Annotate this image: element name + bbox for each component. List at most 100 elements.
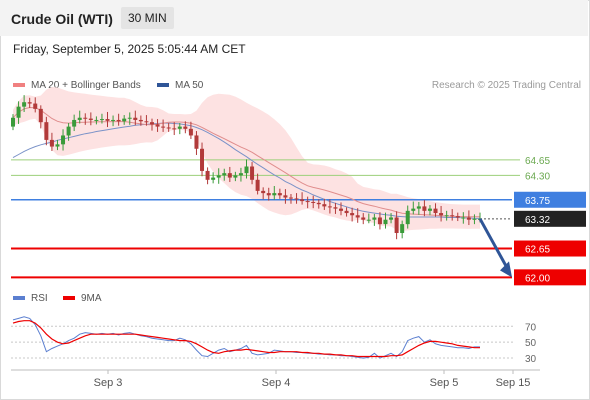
candle-body [472,218,477,220]
legend-label-rsi: RSI [31,293,48,304]
candle-body [155,124,160,127]
rsi-line [12,316,480,359]
candle-body [94,119,99,121]
candle-body [466,217,471,220]
candle-body [116,119,121,122]
candle-body [339,208,344,211]
candle-body [255,179,260,191]
legend-rsi: RSI [13,293,48,304]
timeframe-badge[interactable]: 30 MIN [121,7,174,29]
candle-body [144,121,149,123]
rsi-level-label-50: 50 [525,338,537,349]
x-tick-label: Sep 4 [262,377,291,389]
x-tick-label: Sep 3 [94,377,123,389]
x-tick-label: Sep 5 [430,377,459,389]
legend-label-ma20: MA 20 + Bollinger Bands [31,80,141,91]
candle-body [377,217,382,225]
candle-body [133,117,138,120]
candle-body [166,127,171,129]
candle-body [177,126,182,129]
candle-body [439,213,444,216]
level-label-62.00: 62.00 [525,273,550,284]
legend-swatch-rsi [13,296,25,301]
candle-body [444,215,449,217]
legend-9ma: 9MA [63,293,102,304]
candle-body [11,117,15,127]
candle-body [244,166,249,174]
candle-body [372,217,377,220]
candle-body [111,119,116,121]
candle-body [300,199,305,202]
candle-body [383,219,388,225]
instrument-title: Crude Oil (WTI) [11,11,113,27]
legend-label-9ma: 9MA [81,293,102,304]
candle-body [305,201,310,203]
level-label-63.75: 63.75 [525,196,550,207]
candle-body [105,119,110,121]
candle-body [433,208,438,214]
candle-body [355,215,360,218]
forecast-arrow-head [500,261,512,278]
legend-ma50: MA 50 [157,80,203,91]
candle-body [16,106,21,118]
candle-body [394,217,399,234]
candle-body [72,119,77,127]
candle-body [172,128,177,130]
candle-body [49,139,54,147]
candle-body [366,219,371,221]
rsi-level-label-70: 70 [525,322,537,333]
candle-body [27,102,32,104]
candle-body [33,103,38,109]
candles [11,95,482,240]
legend-label-ma50: MA 50 [175,80,204,91]
candle-body [161,126,166,128]
level-badge-62.65 [514,240,586,257]
candle-body [77,117,82,120]
candle-body [427,208,432,211]
candle-body [288,197,293,199]
candle-body [261,190,266,194]
bollinger-band [13,87,480,231]
legend-swatch-9ma [63,296,75,301]
candle-body [333,207,338,209]
candle-body [461,217,466,219]
candle-body [400,224,405,234]
candle-body [44,122,49,140]
candle-body [216,175,221,178]
candle-body [238,173,243,176]
chart-header: Crude Oil (WTI) 30 MIN [0,0,588,36]
level-badge-63.75 [514,191,586,208]
candle-body [38,108,43,123]
candle-body [294,198,299,200]
x-tick-label: Sep 15 [496,377,531,389]
legend-swatch-ma20 [13,83,25,88]
candle-body [405,210,410,225]
candle-body [205,170,210,180]
candle-body [422,206,427,211]
candle-body [55,144,60,147]
timestamp: Friday, September 5, 2025 5:05:44 AM CET [13,42,246,56]
level-label-64.30: 64.30 [525,171,550,182]
copyright: Research © 2025 Trading Central [431,80,581,91]
candle-body [350,213,355,216]
candle-body [455,216,460,218]
candle-body [138,119,143,122]
level-label-62.65: 62.65 [525,245,550,256]
candle-body [283,195,288,198]
level-label-64.65: 64.65 [525,156,550,167]
candle-body [250,166,255,180]
legend-swatch-ma50 [157,83,169,88]
candle-body [411,208,416,211]
forecast-arrow-line [478,218,511,273]
candle-body [88,118,93,120]
candle-body [227,173,232,178]
candle-body [222,173,227,176]
candle-body [200,148,205,171]
candle-body [66,126,71,136]
candle-body [122,118,127,122]
candle-body [277,193,282,196]
candle-body [99,119,104,121]
level-label-63.32: 63.32 [525,215,550,226]
legend-ma20-bb: MA 20 + Bollinger Bands [13,80,141,91]
